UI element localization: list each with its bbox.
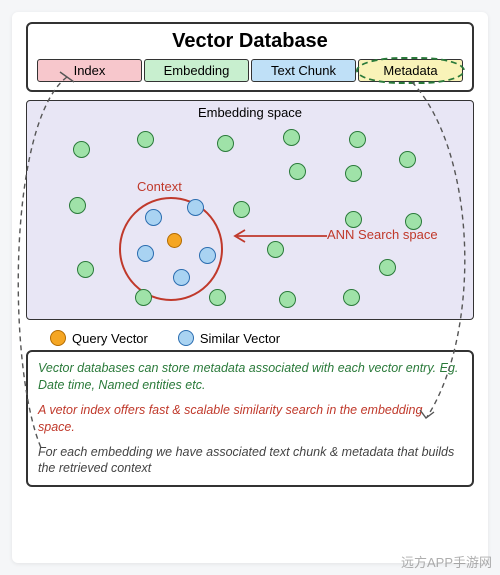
similar-vector-point <box>145 209 162 226</box>
diagram-card: Vector Database Index Embedding Text Chu… <box>12 12 488 563</box>
note-index: A vetor index offers fast & scalable sim… <box>38 402 462 436</box>
vector-point <box>233 201 250 218</box>
similar-vector-point <box>137 245 154 262</box>
vector-point <box>135 289 152 306</box>
vector-point <box>405 213 422 230</box>
notes-box: Vector databases can store metadata asso… <box>26 350 474 487</box>
similar-vector-point <box>187 199 204 216</box>
vector-point <box>345 211 362 228</box>
db-title: Vector Database <box>36 28 464 59</box>
similar-vector-point <box>173 269 190 286</box>
vector-point <box>379 259 396 276</box>
note-chunk: For each embedding we have associated te… <box>38 444 462 478</box>
column-metadata: Metadata <box>358 59 463 82</box>
vector-point <box>209 289 226 306</box>
column-index: Index <box>37 59 142 82</box>
vector-point <box>343 289 360 306</box>
similar-vector-point <box>199 247 216 264</box>
similar-dot-icon <box>178 330 194 346</box>
query-vector-point <box>167 233 182 248</box>
vector-point <box>69 197 86 214</box>
ann-search-label: ANN Search space <box>327 227 438 242</box>
embedding-space-box: Embedding space Context ANN Search space <box>26 100 474 320</box>
context-label: Context <box>137 179 182 194</box>
vector-point <box>289 163 306 180</box>
legend-query-label: Query Vector <box>72 331 148 346</box>
vector-point <box>399 151 416 168</box>
legend-similar: Similar Vector <box>178 330 280 346</box>
vector-point <box>349 131 366 148</box>
vector-point <box>279 291 296 308</box>
vector-point <box>217 135 234 152</box>
vector-point <box>267 241 284 258</box>
legend: Query Vector Similar Vector <box>50 330 474 346</box>
embedding-space-label: Embedding space <box>27 101 473 120</box>
vector-point <box>77 261 94 278</box>
vector-point <box>283 129 300 146</box>
column-embedding: Embedding <box>144 59 249 82</box>
vector-point <box>73 141 90 158</box>
watermark: 远方APP手游网 <box>401 552 492 571</box>
column-metadata-label: Metadata <box>383 63 437 78</box>
db-columns: Index Embedding Text Chunk Metadata <box>36 59 464 82</box>
vector-point <box>137 131 154 148</box>
legend-similar-label: Similar Vector <box>200 331 280 346</box>
note-metadata: Vector databases can store metadata asso… <box>38 360 462 394</box>
query-dot-icon <box>50 330 66 346</box>
column-text-chunk: Text Chunk <box>251 59 356 82</box>
legend-query: Query Vector <box>50 330 148 346</box>
vector-point <box>345 165 362 182</box>
vector-database-box: Vector Database Index Embedding Text Chu… <box>26 22 474 92</box>
